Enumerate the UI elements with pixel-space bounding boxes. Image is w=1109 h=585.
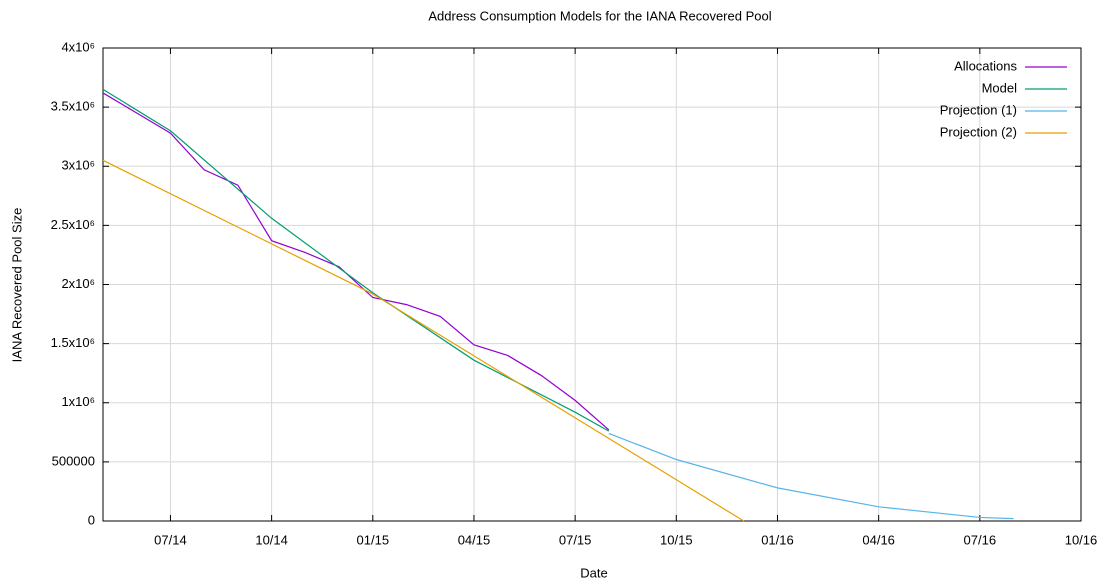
x-tick-label: 01/16 xyxy=(761,532,794,547)
x-tick-label: 07/14 xyxy=(154,532,187,547)
x-axis-label: Date xyxy=(580,565,607,580)
plot-frame xyxy=(102,47,1082,522)
series-line xyxy=(102,92,610,431)
chart-title: Address Consumption Models for the IANA … xyxy=(428,8,771,23)
y-tick-label: 2.5x10⁶ xyxy=(51,217,95,232)
series-line xyxy=(102,159,745,522)
x-tick-label: 04/15 xyxy=(458,532,491,547)
legend-label: Projection (1) xyxy=(940,102,1017,117)
legend-label: Projection (2) xyxy=(940,124,1017,139)
x-tick-label: 10/14 xyxy=(255,532,288,547)
x-tick-label: 10/15 xyxy=(660,532,693,547)
y-tick-label: 3x10⁶ xyxy=(61,158,95,173)
series-line xyxy=(608,432,1014,520)
y-axis-label: IANA Recovered Pool Size xyxy=(9,208,24,363)
y-tick-label: 0 xyxy=(88,512,95,527)
y-tick-label: 1.5x10⁶ xyxy=(51,335,95,350)
y-tick-label: 4x10⁶ xyxy=(61,39,95,54)
x-tick-label: 01/15 xyxy=(357,532,390,547)
x-tick-label: 07/15 xyxy=(559,532,592,547)
series-line xyxy=(102,88,610,432)
y-tick-label: 2x10⁶ xyxy=(61,276,95,291)
legend-label: Allocations xyxy=(954,58,1017,73)
y-tick-label: 500000 xyxy=(52,453,95,468)
x-tick-label: 10/16 xyxy=(1065,532,1098,547)
x-tick-label: 04/16 xyxy=(862,532,895,547)
x-tick-label: 07/16 xyxy=(964,532,997,547)
y-tick-label: 1x10⁶ xyxy=(61,394,95,409)
legend-label: Model xyxy=(982,80,1018,95)
y-tick-label: 3.5x10⁶ xyxy=(51,99,95,114)
